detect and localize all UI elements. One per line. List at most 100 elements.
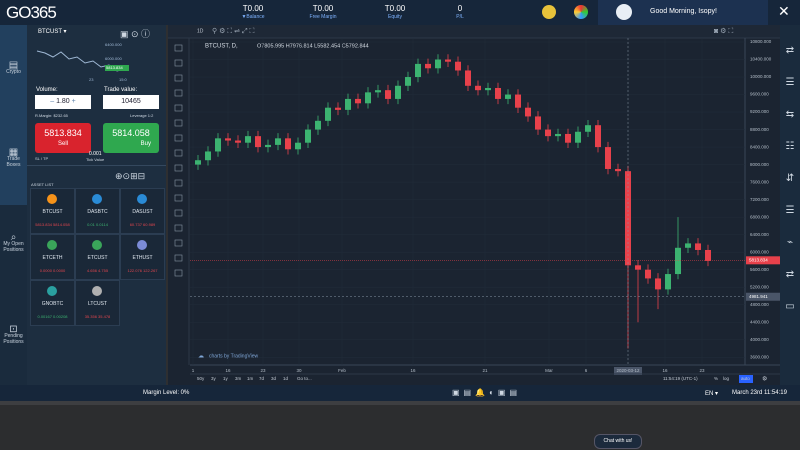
settings-icon[interactable]: ⚙ <box>762 376 767 383</box>
toolbar-icons: ◙ ⚙ ⛶ <box>714 27 733 35</box>
greeting: Good Morning, Isopy! <box>650 8 717 15</box>
range-button[interactable]: 3m <box>235 376 242 381</box>
drawing-tool[interactable] <box>174 179 183 187</box>
language[interactable]: EN ▾ <box>705 391 719 397</box>
range-button[interactable]: 1y <box>223 376 229 381</box>
candle-body <box>475 85 481 91</box>
candle-body <box>305 129 311 143</box>
drawing-tool[interactable] <box>174 269 183 277</box>
scale-option[interactable]: log <box>723 376 730 381</box>
asset-cell[interactable]: GNOBTC 0.00167 0.00208 <box>30 280 75 326</box>
asset-cell[interactable]: ETCETH 0.0000 0.0000 <box>30 234 75 280</box>
trade-value-input[interactable]: 10465 <box>103 95 159 109</box>
volume-input[interactable]: – 1.80 + <box>35 95 91 109</box>
drawing-tool[interactable] <box>174 44 183 52</box>
close-button[interactable]: ✕ <box>778 3 790 19</box>
drawing-tool[interactable] <box>174 194 183 202</box>
drawing-tool[interactable] <box>174 74 183 82</box>
y-tick-label: 8400.000 <box>750 144 769 149</box>
range-button[interactable]: 3y <box>211 376 217 381</box>
x-tick-label: 16 <box>410 368 416 373</box>
asset-icon <box>137 194 147 204</box>
top-bar: GO365 T0.00 ▼Balance T0.00 Free Margin T0.… <box>0 0 800 25</box>
x-tick-label: Feb <box>338 368 346 373</box>
avatar[interactable] <box>616 4 632 20</box>
nav-item[interactable]: ⌕ My Open Positions <box>0 233 27 254</box>
sltp[interactable]: SL / TP <box>35 156 49 161</box>
footer: Margin Level: 0% ▣▤🔔◐▣▤ EN ▾ March 23rd … <box>0 385 800 401</box>
crosshair-tag-bg <box>746 292 780 301</box>
side-icons[interactable]: ⇄ ☰ ⇆ ☷ ⇵ ☰ ⌁ ⇄ ▭ <box>785 45 795 312</box>
scale-option[interactable]: auto <box>741 376 750 381</box>
mini-label: 6000.000 <box>105 56 122 61</box>
asset-name: ETCETH <box>42 255 63 261</box>
candle-body <box>575 131 581 143</box>
mini-label: 23 <box>89 77 94 82</box>
asset-name: BTCUST <box>42 209 63 215</box>
drawing-tool[interactable] <box>174 224 183 232</box>
drawing-tool[interactable] <box>174 89 183 97</box>
panel-icons[interactable]: ▣ ⊙ ⓘ <box>120 29 151 39</box>
watermark: charts by TradingView <box>209 353 258 359</box>
drawing-tool[interactable] <box>174 209 183 217</box>
y-tick-label: 10400.000 <box>750 57 772 62</box>
asset-cell[interactable]: BTCUST 5813.834 5814.058 <box>30 188 75 234</box>
x-tick-label: 1 <box>192 368 195 373</box>
coin-icon[interactable] <box>542 5 556 19</box>
asset-quote: 5813.834 5814.058 <box>35 222 70 227</box>
spread: 0.001 <box>89 151 102 157</box>
asset-cell[interactable]: LTCUST 35.356 35.478 <box>75 280 120 326</box>
range-button[interactable]: 1d <box>283 376 289 381</box>
drawing-tool[interactable] <box>174 59 183 67</box>
candle-body <box>635 265 641 270</box>
drawing-tool[interactable] <box>174 149 183 157</box>
drawing-tool[interactable] <box>174 104 183 112</box>
range-button[interactable]: 50y <box>197 376 205 381</box>
candle-body <box>545 129 551 137</box>
range-button[interactable]: 7d <box>259 376 265 381</box>
drawing-tool[interactable] <box>174 239 183 247</box>
asset-cell[interactable]: ETCUST 4.656 4.755 <box>75 234 120 280</box>
balance[interactable]: T0.00 ▼Balance <box>228 5 278 21</box>
range-button[interactable]: Go to... <box>297 376 312 381</box>
candle-body <box>495 87 501 99</box>
buy-button[interactable]: 5814.058 Buy <box>103 123 159 153</box>
range-button[interactable]: 3d <box>271 376 277 381</box>
candle-body <box>695 243 701 250</box>
footer-icons[interactable]: ▣▤🔔◐▣▤ <box>452 388 522 397</box>
leverage: Leverage 1:2 <box>130 113 154 118</box>
range-button[interactable]: 1m <box>247 376 254 381</box>
flag-icon[interactable] <box>574 5 588 19</box>
candle-body <box>515 94 521 108</box>
nav-item[interactable]: ⊡ Pending Positions <box>0 325 27 346</box>
scale-option[interactable]: % <box>714 376 718 381</box>
symbol-select[interactable]: BTCUST ▾ <box>38 29 67 35</box>
drawing-tool[interactable] <box>174 134 183 142</box>
mini-chart: 6400.000 6000.000 5813.834 23 15:0 <box>36 42 129 82</box>
label: Equity <box>388 14 402 20</box>
asset-icon <box>47 240 57 250</box>
drawing-tool[interactable] <box>174 254 183 262</box>
chat-button[interactable]: Chat with us! <box>594 434 642 449</box>
candle-body <box>375 90 381 93</box>
drawing-tool[interactable] <box>174 119 183 127</box>
x-tick-label: 16 <box>662 368 668 373</box>
label: ▼Balance <box>241 14 265 20</box>
y-tick-label: 9600.000 <box>750 92 769 97</box>
asset-cell[interactable]: ETHUST 122.076 122.267 <box>120 234 165 280</box>
window-bottom: Chat with us! <box>0 401 800 450</box>
sell-button[interactable]: 5813.834 Sell <box>35 123 91 153</box>
candle-body <box>355 98 361 104</box>
nav-item[interactable]: ▤ Crypto <box>0 61 27 76</box>
candle-body <box>225 138 231 141</box>
asset-cell[interactable]: DASBTC 0.01 0.0114 <box>75 188 120 234</box>
drawing-tool[interactable] <box>174 164 183 172</box>
side-nav: ▤ Crypto ▦ Trade Boxes ⌕ My Open Positions … <box>0 25 27 385</box>
candle-body <box>675 247 681 275</box>
asset-cell[interactable]: DASUST 60.737 60.989 <box>120 188 165 234</box>
scale-active-bg <box>739 375 753 383</box>
y-tick-label: 5200.000 <box>750 284 769 289</box>
asset-tools[interactable]: ⊕⊙⊞⊟ <box>115 171 146 181</box>
candle-body <box>595 125 601 148</box>
nav-item[interactable]: ▦ Trade Boxes <box>0 148 27 169</box>
